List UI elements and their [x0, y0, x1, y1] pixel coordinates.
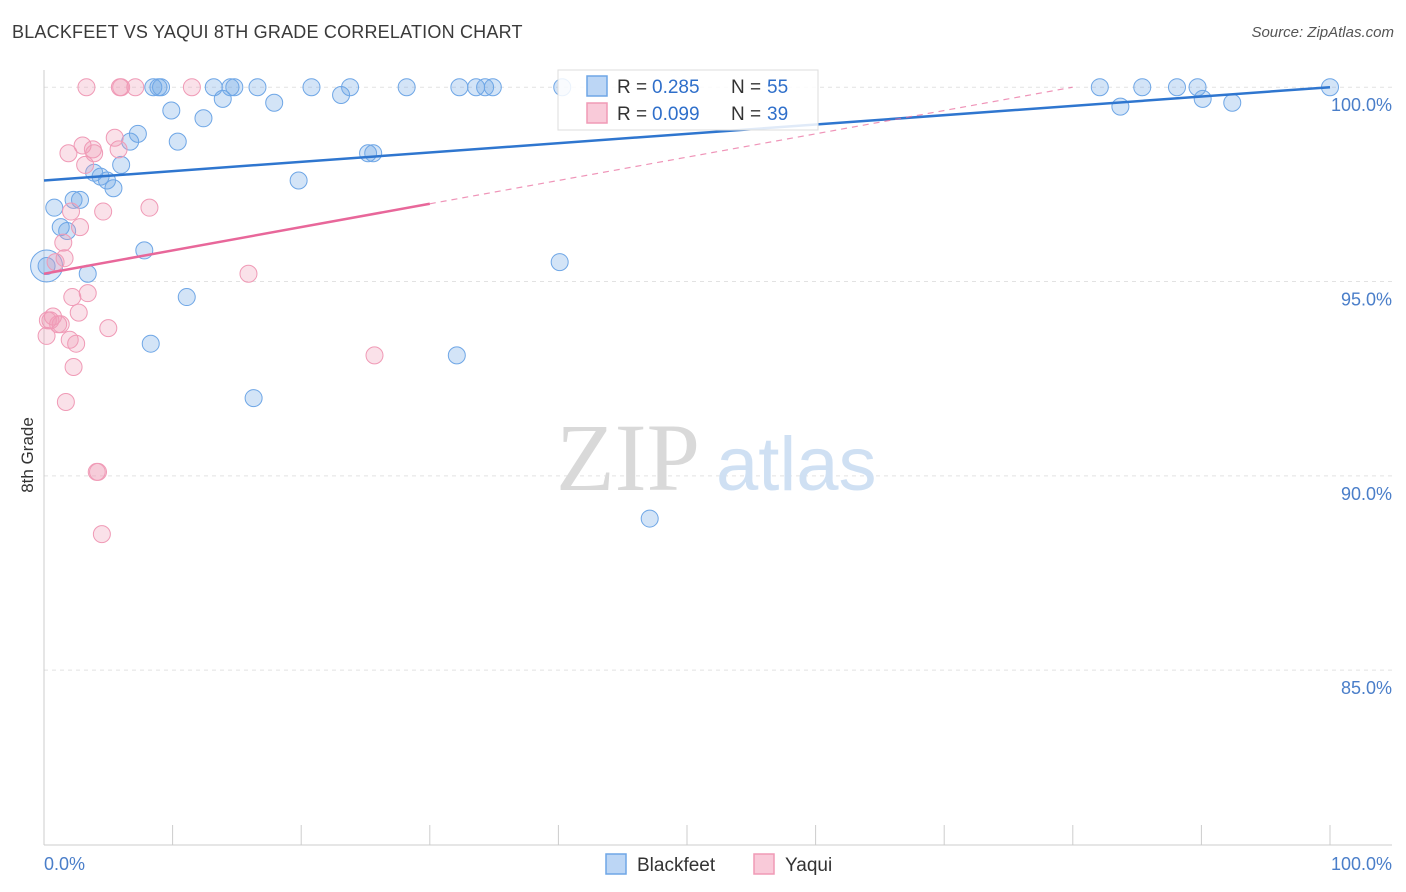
legend-r-value-1: 0.285: [652, 77, 700, 98]
point-blackfeet-11: [112, 155, 131, 174]
point-yaqui-35: [182, 78, 201, 97]
legend-r-label-1: R =: [617, 77, 647, 98]
point-blackfeet-47: [1133, 78, 1152, 97]
y-axis-label: 8th Grade: [18, 417, 37, 493]
point-blackfeet-51: [1223, 93, 1242, 112]
point-yaqui-30: [109, 140, 128, 159]
point-yaqui-36: [239, 264, 258, 283]
point-blackfeet-26: [225, 78, 244, 97]
point-blackfeet-50: [1193, 89, 1212, 108]
point-blackfeet-46: [1111, 97, 1130, 116]
source-label: Source: ZipAtlas.com: [1251, 24, 1394, 41]
point-yaqui-9: [56, 392, 75, 411]
tick-labels: 85.0% 90.0% 95.0% 100.0% 0.0% 100.0%: [44, 95, 1392, 874]
grid-lines: [44, 86, 1392, 671]
point-yaqui-17: [71, 218, 90, 237]
bottom-legend-yaqui: Yaqui: [785, 855, 832, 876]
point-blackfeet-20: [168, 132, 187, 151]
point-yaqui-21: [78, 284, 97, 303]
point-yaqui-20: [77, 78, 96, 97]
point-blackfeet-15: [141, 334, 160, 353]
point-yaqui-14: [64, 358, 83, 377]
point-yaqui-23: [85, 144, 104, 163]
point-blackfeet-32: [332, 85, 351, 104]
legend-r-label-2: R =: [617, 104, 647, 125]
legend-n-value-1: 55: [767, 77, 788, 98]
point-blackfeet-48: [1167, 78, 1186, 97]
point-blackfeet-40: [476, 78, 495, 97]
point-yaqui-13: [63, 288, 82, 307]
trend-lines: [43, 85, 1331, 275]
trend-line-yaqui: [43, 202, 431, 275]
point-yaqui-7: [54, 233, 73, 252]
point-blackfeet-45: [1090, 78, 1109, 97]
point-yaqui-27: [94, 202, 113, 221]
point-blackfeet-38: [450, 78, 469, 97]
point-yaqui-34: [140, 198, 159, 217]
point-blackfeet-33: [341, 78, 360, 97]
legend-swatch-yaqui: [586, 102, 608, 124]
point-blackfeet-25: [221, 78, 240, 97]
legend-n-label-2: N =: [731, 104, 761, 125]
watermark-atlas: atlas: [716, 422, 877, 507]
correlation-legend: R = 0.285 N = 55 R = 0.099 N = 39: [557, 69, 819, 131]
point-blackfeet-29: [265, 93, 284, 112]
bottom-legend-swatch-yaqui: [753, 853, 775, 875]
point-yaqui-37: [365, 346, 384, 365]
series-legend: Blackfeet Yaqui: [605, 853, 832, 876]
point-yaqui-12: [62, 202, 81, 221]
legend-n-value-2: 39: [767, 104, 788, 125]
point-yaqui-25: [89, 462, 108, 481]
point-blackfeet-18: [152, 78, 171, 97]
chart-title: BLACKFEET VS YAQUI 8TH GRADE CORRELATION…: [12, 22, 523, 42]
point-yaqui-26: [92, 525, 111, 544]
point-yaqui-15: [67, 334, 86, 353]
point-blackfeet-13: [128, 124, 147, 143]
bottom-legend-swatch-blackfeet: [605, 853, 627, 875]
legend-r-value-2: 0.099: [652, 104, 700, 125]
point-blackfeet-1: [45, 198, 64, 217]
point-blackfeet-16: [144, 78, 163, 97]
point-yaqui-29: [105, 128, 124, 147]
point-blackfeet-41: [483, 78, 502, 97]
point-blackfeet-22: [194, 109, 213, 128]
y-tick-label-3: 100.0%: [1331, 95, 1392, 115]
point-blackfeet-37: [447, 346, 466, 365]
scatter-points: [30, 78, 1339, 544]
point-yaqui-28: [99, 319, 118, 338]
point-blackfeet-28: [248, 78, 267, 97]
point-blackfeet-35: [364, 144, 383, 163]
trend-extension-yaqui: [429, 86, 1073, 205]
point-yaqui-32: [112, 78, 131, 97]
point-blackfeet-30: [289, 171, 308, 190]
point-yaqui-10: [59, 144, 78, 163]
x-tick-label-1: 100.0%: [1331, 854, 1392, 874]
point-blackfeet-44: [640, 509, 659, 528]
point-yaqui-33: [126, 78, 145, 97]
point-blackfeet-21: [177, 288, 196, 307]
watermark-zip: ZIP: [556, 404, 700, 511]
point-yaqui-8: [55, 249, 74, 268]
point-blackfeet-27: [244, 389, 263, 408]
point-blackfeet-10: [104, 179, 123, 198]
y-tick-label-1: 90.0%: [1341, 484, 1392, 504]
point-blackfeet-19: [162, 101, 181, 120]
point-blackfeet-36: [397, 78, 416, 97]
bottom-legend-blackfeet: Blackfeet: [637, 855, 716, 876]
y-tick-label-2: 95.0%: [1341, 290, 1392, 310]
trend-line-blackfeet: [43, 85, 1331, 182]
legend-swatch-blackfeet: [586, 75, 608, 97]
point-yaqui-6: [51, 315, 70, 334]
axes: [43, 70, 1392, 846]
legend-n-label-1: N =: [731, 77, 761, 98]
point-blackfeet-4: [64, 190, 83, 209]
point-yaqui-16: [69, 303, 88, 322]
point-blackfeet-31: [302, 78, 321, 97]
y-tick-label-0: 85.0%: [1341, 678, 1392, 698]
x-tick-label-0: 0.0%: [44, 854, 85, 874]
point-blackfeet-42: [550, 253, 569, 272]
watermark: ZIP atlas: [556, 404, 877, 511]
